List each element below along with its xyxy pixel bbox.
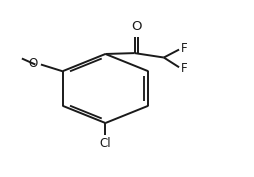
Text: O: O — [131, 20, 141, 33]
Text: F: F — [181, 62, 188, 75]
Text: F: F — [181, 42, 188, 55]
Text: O: O — [29, 57, 38, 70]
Text: Cl: Cl — [100, 137, 111, 150]
